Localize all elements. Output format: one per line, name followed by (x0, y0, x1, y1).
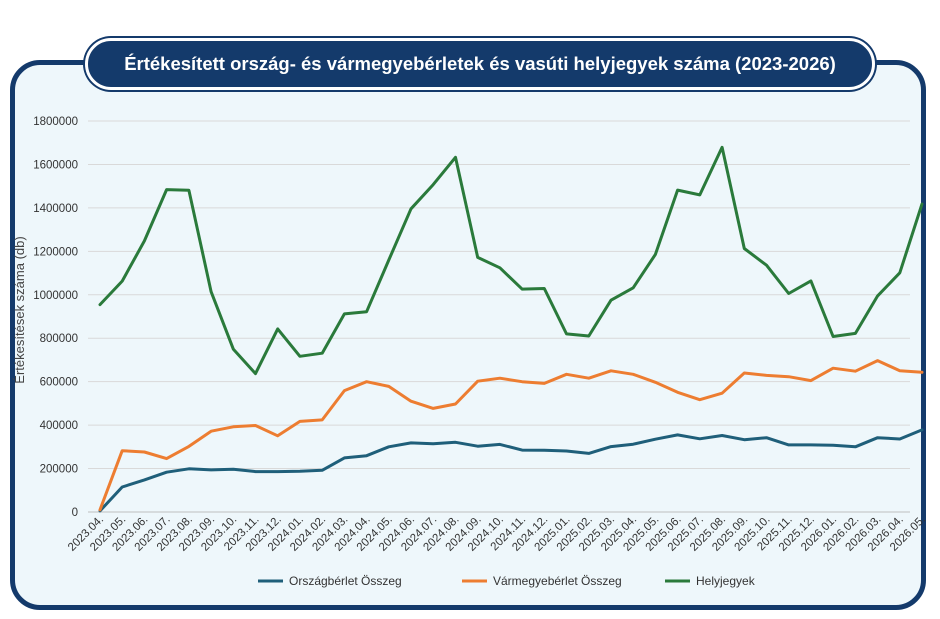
series-line-1 (98, 428, 924, 513)
y-axis-ticks: 0 200000 400000 600000 800000 1000000 1200000 1… (33, 116, 78, 519)
y-tick-label: 1400000 (33, 203, 78, 215)
legend-label: Helyjegyek (696, 574, 756, 588)
y-axis-label: Értékesítések száma (db) (12, 236, 27, 383)
gridlines (88, 120, 910, 513)
series-lines (98, 145, 924, 513)
series-line-2 (98, 359, 924, 512)
series-line-3 (98, 145, 924, 376)
y-tick-label: 1200000 (33, 246, 78, 258)
chart-title: Értékesített ország- és vármegyebérletek… (85, 38, 875, 90)
y-tick-label: 1000000 (33, 290, 78, 302)
y-tick-label: 1600000 (33, 159, 78, 171)
y-tick-label: 0 (72, 507, 78, 519)
y-tick-label: 400000 (40, 420, 78, 432)
legend-label: Országbérlet Összeg (289, 574, 402, 588)
legend-label: Vármegyebérlet Összeg (493, 574, 622, 588)
legend: Országbérlet Összeg Vármegyebérlet Összeg… (258, 574, 756, 588)
y-tick-label: 600000 (40, 377, 78, 389)
x-axis-ticks: 2023.04.2023.05.2023.06.2023.07.2023.08.… (66, 514, 928, 554)
y-tick-label: 800000 (40, 333, 78, 345)
chart-frame (10, 60, 926, 610)
y-tick-label: 200000 (40, 464, 78, 476)
y-tick-label: 1800000 (33, 116, 78, 128)
